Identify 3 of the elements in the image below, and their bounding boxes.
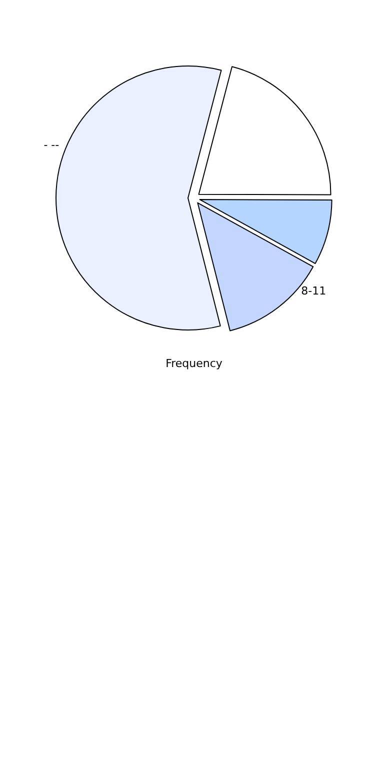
slice-label: 8-11 [301, 284, 326, 298]
slice-label: - -- [44, 138, 60, 152]
text: Frequency [166, 357, 223, 370]
